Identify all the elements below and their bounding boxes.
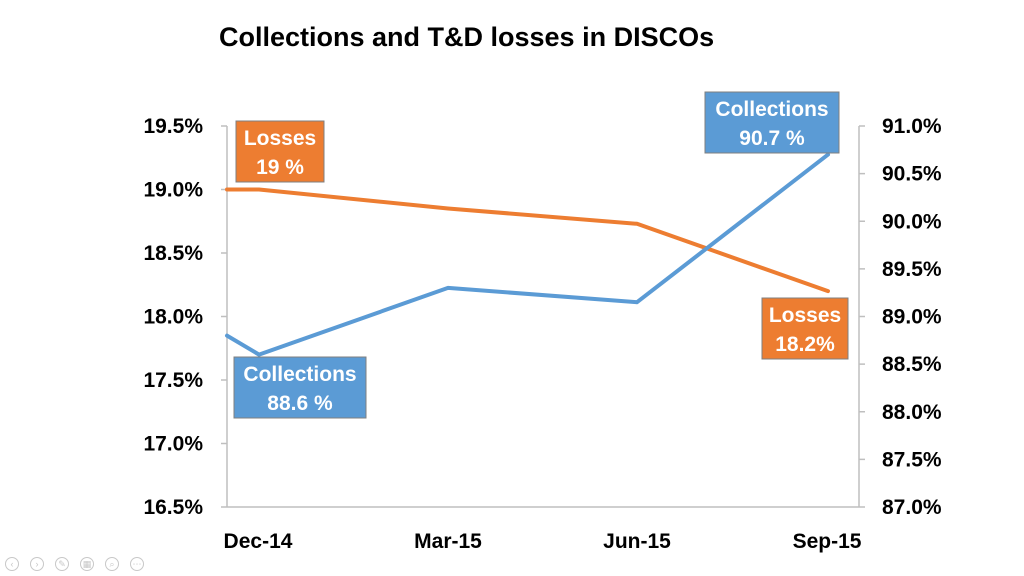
- previous-slide-icon-ring[interactable]: [5, 557, 19, 571]
- pen-icon-glyph[interactable]: ✎: [58, 559, 66, 569]
- pen-icon-ring[interactable]: [55, 557, 69, 571]
- data-point-collections: [226, 335, 228, 337]
- left-tick-label: 19.0%: [143, 179, 203, 202]
- zoom-icon-ring[interactable]: [105, 557, 119, 571]
- data-point-losses: [226, 189, 228, 190]
- zoom-icon-glyph[interactable]: ⌕: [109, 559, 114, 569]
- left-tick-label: 17.0%: [143, 433, 203, 456]
- right-tick-label: 90.0%: [882, 210, 942, 233]
- zoom-icon[interactable]: ⌕: [105, 557, 119, 571]
- callout-box: [235, 120, 325, 183]
- right-tick-label: 88.0%: [882, 401, 942, 424]
- x-tick-label: Dec-14: [224, 530, 293, 553]
- x-tick-label: Jun-15: [603, 530, 671, 553]
- pen-icon[interactable]: ✎: [55, 557, 69, 571]
- right-tick-label: 89.5%: [882, 258, 942, 281]
- more-options-icon-glyph[interactable]: ⋯: [133, 559, 142, 569]
- callout-collections: Collections 90.7 %: [704, 91, 840, 154]
- left-tick-label: 18.5%: [143, 242, 203, 265]
- right-tick-label: 88.5%: [882, 353, 942, 376]
- callout-box: [704, 91, 840, 154]
- right-tick-label: 87.5%: [882, 448, 942, 471]
- left-tick-label: 19.5%: [143, 115, 203, 138]
- series-lines: [225, 152, 830, 357]
- data-point-collections: [258, 354, 260, 356]
- series-line-collections: [225, 152, 830, 357]
- data-point-collections: [636, 301, 638, 303]
- data-point-losses: [827, 290, 829, 292]
- data-point-collections: [827, 154, 829, 156]
- next-slide-icon[interactable]: ›: [30, 557, 44, 571]
- chart-title: Collections and T&D losses in DISCOs: [219, 22, 714, 52]
- left-tick-label: 17.5%: [143, 369, 203, 392]
- next-slide-icon-glyph[interactable]: ›: [36, 559, 39, 569]
- callout-value: 88.6 %: [267, 392, 333, 415]
- callouts: Losses 19 % Collections 90.7 % Losses 18.2% Co…: [233, 91, 849, 419]
- callout-losses: Losses 19 %: [235, 120, 325, 183]
- slide-controls[interactable]: ‹ › ✎ ▦ ⌕ ⋯: [5, 557, 144, 571]
- previous-slide-icon-glyph[interactable]: ‹: [11, 559, 14, 569]
- next-slide-icon-ring[interactable]: [30, 557, 44, 571]
- callout-losses: Losses 18.2%: [761, 297, 849, 360]
- x-tick-label: Sep-15: [793, 530, 862, 553]
- callout-label: Collections: [715, 98, 828, 121]
- right-tick-label: 89.0%: [882, 306, 942, 329]
- previous-slide-icon[interactable]: ‹: [5, 557, 19, 571]
- callout-box: [233, 356, 367, 419]
- right-tick-label: 90.5%: [882, 163, 942, 186]
- slides-grid-icon[interactable]: ▦: [80, 557, 94, 571]
- callout-label: Losses: [244, 127, 316, 150]
- data-point-losses: [636, 223, 638, 225]
- callout-value: 90.7 %: [739, 127, 805, 150]
- callout-label: Losses: [769, 304, 841, 327]
- left-tick-label: 16.5%: [143, 496, 203, 519]
- more-options-icon-ring[interactable]: [130, 557, 144, 571]
- series-line-losses: [225, 187, 830, 294]
- callout-label: Collections: [243, 363, 356, 386]
- more-options-icon[interactable]: ⋯: [130, 557, 144, 571]
- data-point-losses: [447, 208, 449, 209]
- slides-grid-icon-ring[interactable]: [80, 557, 94, 571]
- right-tick-label: 87.0%: [882, 496, 942, 519]
- right-tick-label: 91.0%: [882, 115, 942, 138]
- slides-grid-icon-glyph[interactable]: ▦: [83, 559, 92, 569]
- data-point-collections: [447, 287, 449, 289]
- callout-collections: Collections 88.6 %: [233, 356, 367, 419]
- callout-value: 19 %: [256, 156, 304, 179]
- callout-value: 18.2%: [775, 333, 835, 356]
- axes: 19.5% 19.0% 18.5% 18.0% 17.5% 17.0% 16.5% 91.0%…: [143, 115, 941, 553]
- x-tick-label: Mar-15: [414, 530, 482, 553]
- left-tick-label: 18.0%: [143, 306, 203, 329]
- data-point-losses: [258, 189, 260, 190]
- callout-box: [761, 297, 849, 360]
